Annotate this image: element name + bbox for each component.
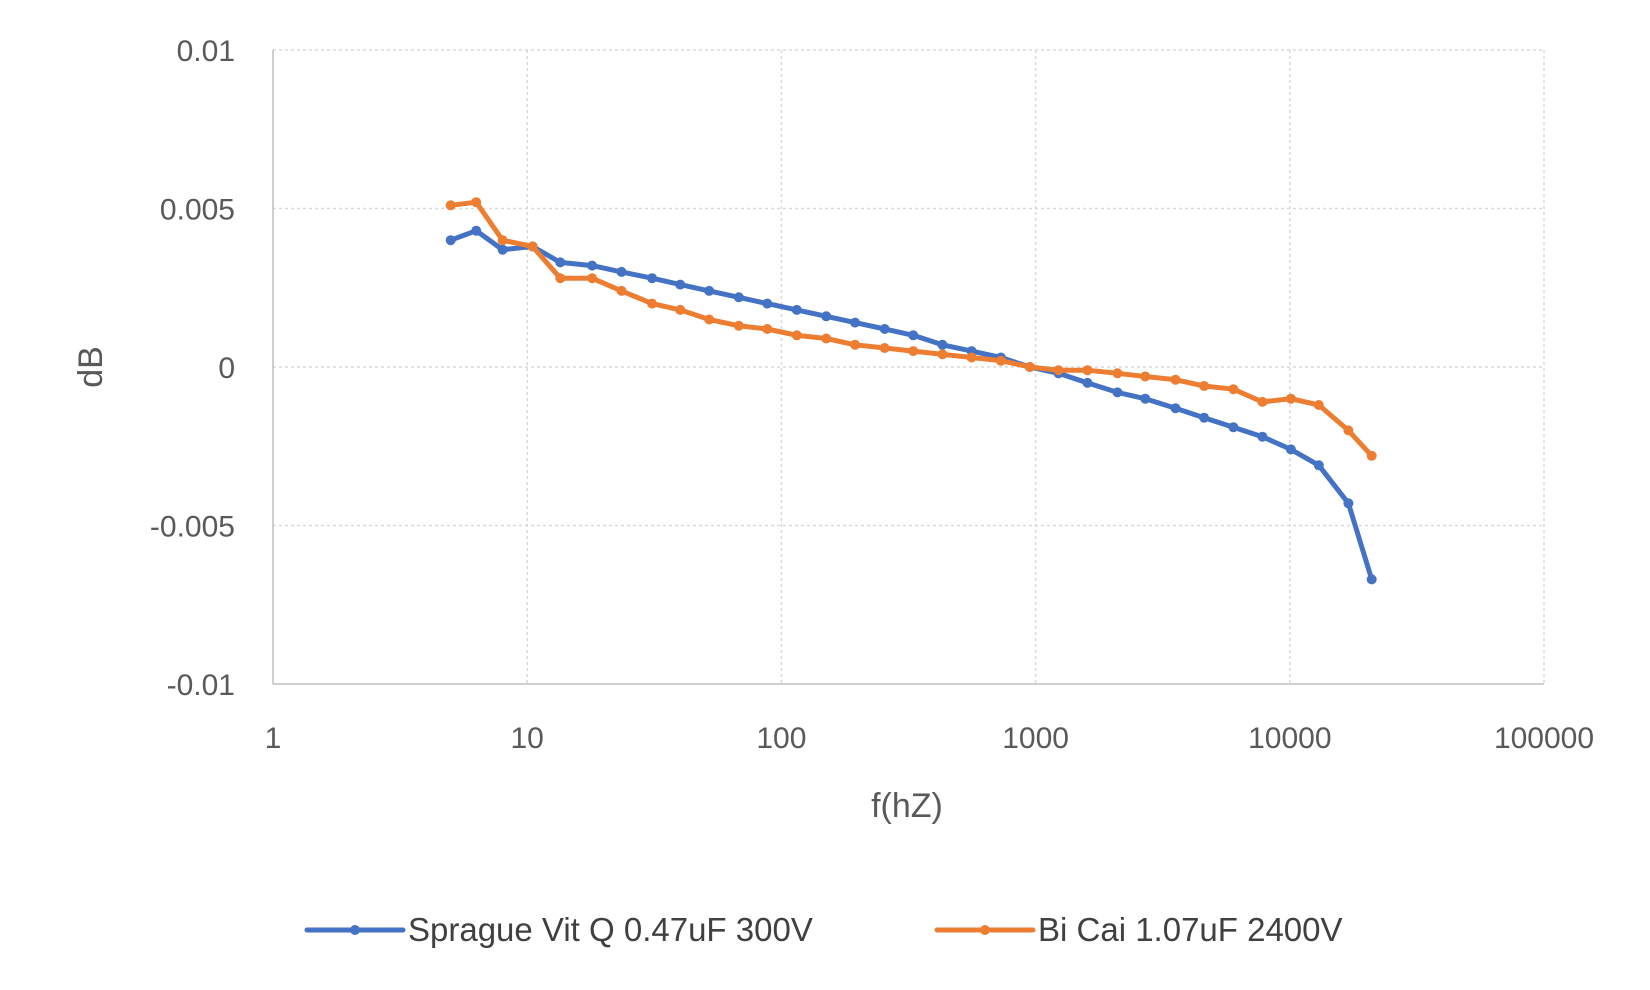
series-2-point: [1082, 365, 1093, 376]
series-line-2: [448, 199, 1375, 459]
series-2-point: [1313, 400, 1324, 410]
series-2-point: [762, 324, 773, 334]
series-2-point: [704, 314, 715, 325]
x-axis-title: f(hZ): [871, 787, 943, 825]
x-tick-label: 100000: [1494, 722, 1594, 755]
series-2-point: [1285, 393, 1296, 404]
series-2-point: [908, 346, 919, 357]
series-1-point: [675, 279, 686, 290]
legend-label-2: Bi Cai 1.07uF 2400V: [1038, 911, 1343, 948]
series-1-point: [616, 266, 627, 277]
legend-marker-1: [350, 925, 360, 935]
series-1-point: [821, 311, 832, 322]
series-1-point: [937, 339, 948, 350]
series-1-point: [1082, 377, 1093, 388]
series-1-point: [733, 292, 744, 303]
series-2-point: [555, 273, 566, 284]
series-2-point: [937, 349, 948, 360]
legend-marker-2: [980, 925, 990, 935]
series-1-point: [1313, 460, 1324, 471]
series-line-1: [448, 228, 1375, 582]
series-2-point: [1257, 396, 1268, 407]
series-2-point: [616, 285, 627, 296]
series-1-point: [445, 235, 456, 246]
legend-label-1: Sprague Vit Q 0.47uF 300V: [408, 911, 813, 948]
y-tick-label: -0.01: [167, 669, 235, 702]
series-1-point: [704, 285, 715, 296]
series-1-point: [647, 273, 658, 284]
series-1-point: [908, 330, 919, 341]
series-2-point: [1343, 425, 1354, 436]
series-2-point: [995, 355, 1006, 366]
series-1-point: [1257, 431, 1268, 442]
series-2-point: [587, 273, 598, 284]
series-2-point: [471, 197, 482, 208]
series-1-point: [762, 298, 773, 309]
x-tick-label: 1: [265, 722, 282, 755]
series-2-point: [1366, 450, 1377, 461]
series-layer: [445, 197, 1377, 585]
series-1-point: [1366, 574, 1377, 585]
series-1-point: [1228, 422, 1239, 433]
series-1-point: [1199, 412, 1210, 423]
legend: Sprague Vit Q 0.47uF 300V Bi Cai 1.07uF 2…: [304, 911, 1343, 948]
tick-labels: 0.01 0.005 0 -0.005 -0.01 1 10 100 1000 10000 1000…: [150, 35, 1594, 755]
series-1-point: [555, 257, 566, 268]
series-2-point: [1112, 368, 1123, 379]
axis-layer: [272, 50, 1544, 685]
series-2-point: [850, 339, 861, 350]
x-tick-label: 1000: [1002, 722, 1069, 755]
series-1-point: [587, 260, 598, 271]
series-1-point: [1170, 403, 1181, 414]
series-2-point: [1199, 381, 1210, 391]
series-2-point: [791, 330, 802, 341]
y-tick-label: 0.005: [160, 194, 235, 227]
y-tick-label: 0: [218, 352, 235, 385]
series-1-point: [1285, 444, 1296, 455]
series-1-point: [497, 244, 508, 255]
series-2-point: [1228, 384, 1239, 395]
y-axis-title: dB: [72, 346, 110, 388]
series-2-point: [1053, 365, 1064, 376]
series-1-point: [879, 324, 890, 334]
series-2-point: [527, 241, 538, 252]
series-2-point: [675, 304, 686, 315]
series-2-point: [647, 298, 658, 309]
y-tick-label: 0.01: [177, 35, 235, 68]
x-tick-label: 10000: [1248, 722, 1331, 755]
x-tick-label: 100: [756, 722, 806, 755]
grid-layer: [273, 49, 1545, 684]
series-2-point: [1140, 371, 1151, 382]
series-1-point: [850, 317, 861, 328]
series-2-point: [733, 320, 744, 331]
series-1-point: [1112, 387, 1123, 398]
series-1-point: [471, 225, 482, 236]
series-2-point: [497, 235, 508, 246]
series-1-point: [1140, 393, 1151, 404]
y-tick-label: -0.005: [150, 511, 235, 544]
series-1-point: [791, 304, 802, 315]
series-1-point: [1343, 498, 1354, 509]
series-2-point: [1170, 374, 1181, 385]
series-2-point: [445, 200, 456, 211]
x-tick-label: 10: [511, 722, 544, 755]
series-2-point: [879, 343, 890, 353]
series-2-point: [1024, 362, 1035, 372]
series-2-point: [966, 352, 977, 363]
series-2-point: [821, 333, 832, 344]
